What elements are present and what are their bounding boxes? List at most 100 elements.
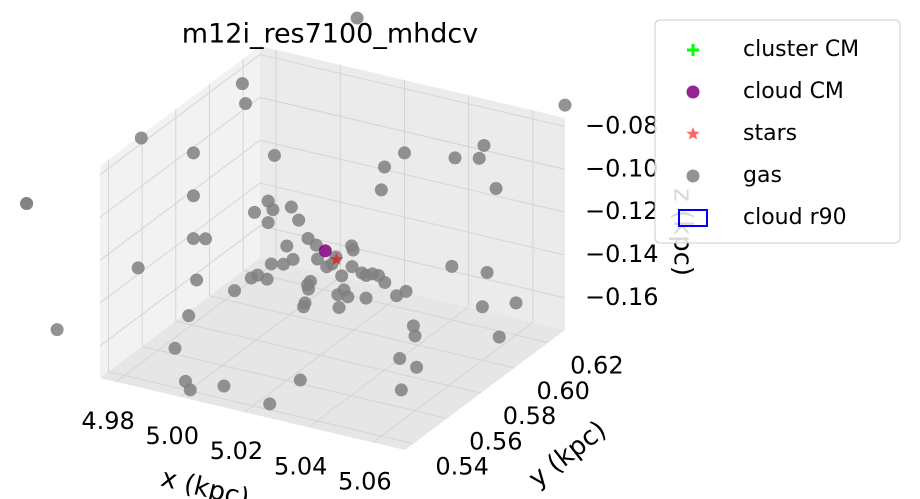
z-tick-label: −0.12 <box>585 197 659 225</box>
point <box>50 323 64 337</box>
grid-line <box>175 320 481 394</box>
point <box>445 259 459 273</box>
point <box>332 301 346 315</box>
y-tick-label: 0.58 <box>503 402 556 430</box>
x-tick-label: 5.06 <box>338 467 391 495</box>
point <box>227 284 241 298</box>
point <box>261 194 275 208</box>
point <box>244 271 258 285</box>
grid-line <box>259 182 566 256</box>
z-tick-label: −0.16 <box>585 283 659 311</box>
point <box>410 360 424 374</box>
point <box>341 290 355 304</box>
point <box>247 205 261 219</box>
legend-marker <box>678 209 708 227</box>
grid-line <box>259 54 566 128</box>
z-tick-label: −0.14 <box>585 240 659 268</box>
chart-title: m12i_res7100_mhdcv <box>182 19 478 50</box>
grid-line <box>259 139 566 213</box>
z-tick-label: −0.08 <box>585 112 659 140</box>
legend-marker <box>687 44 699 56</box>
point <box>408 329 422 343</box>
point <box>186 146 200 160</box>
point <box>20 197 34 211</box>
x-axis-label: x (kpc) <box>158 463 252 499</box>
point <box>186 189 200 203</box>
point <box>276 257 290 271</box>
legend-label: cloud CM <box>743 79 844 104</box>
point <box>329 252 344 266</box>
point <box>374 183 388 197</box>
point <box>280 239 294 253</box>
points <box>20 11 572 411</box>
grid-line <box>99 54 261 175</box>
z-tick-label: −0.10 <box>585 154 659 182</box>
point <box>355 266 369 280</box>
point <box>217 379 231 393</box>
point <box>390 289 404 303</box>
point <box>480 265 494 279</box>
grid-line <box>99 96 261 218</box>
point <box>190 273 204 287</box>
point <box>186 232 200 246</box>
x-tick-label: 5.04 <box>274 452 327 480</box>
x-tick-label: 5.02 <box>210 437 263 465</box>
point <box>284 200 298 214</box>
legend-label: cluster CM <box>743 37 859 62</box>
point <box>301 282 315 296</box>
point <box>318 244 332 258</box>
grid-line <box>99 139 261 261</box>
grid-line <box>372 322 534 443</box>
legend-marker <box>686 169 700 183</box>
grid-line <box>108 371 414 445</box>
point <box>350 11 364 25</box>
legend-marker <box>686 85 700 99</box>
panes <box>100 46 565 450</box>
point <box>378 275 392 289</box>
point <box>261 216 275 230</box>
grid-line <box>99 225 261 347</box>
point <box>320 260 334 274</box>
point <box>292 213 306 227</box>
point <box>331 288 345 302</box>
point <box>134 131 148 145</box>
point <box>475 300 489 314</box>
point <box>359 291 373 305</box>
labels: 4.98 5.00 5.02 5.04 5.06 0.540.560.580.600.62… <box>81 112 658 496</box>
legend-marker <box>686 127 700 140</box>
point <box>199 232 213 246</box>
y-tick-label: 0.54 <box>435 453 488 481</box>
grid-line <box>244 291 405 413</box>
point <box>235 77 249 91</box>
point <box>558 98 572 112</box>
x-pane <box>100 46 260 378</box>
point <box>293 373 307 387</box>
point <box>335 269 349 283</box>
point <box>311 252 325 266</box>
point <box>168 341 182 355</box>
point <box>397 146 411 160</box>
x-tick-label: 5.00 <box>146 422 199 450</box>
point <box>263 397 277 411</box>
point <box>267 148 281 162</box>
point <box>264 257 278 271</box>
y-tick-label: 0.60 <box>536 377 589 405</box>
legend-frame <box>654 19 901 244</box>
point <box>298 296 312 310</box>
grid-line <box>308 306 469 428</box>
legend: cluster CM cloud CM stars gas cloud r90 <box>654 19 901 244</box>
point <box>489 182 503 196</box>
legend-label: stars <box>743 121 797 146</box>
grid-line <box>259 96 566 170</box>
point <box>509 296 523 310</box>
grid-line <box>99 182 261 304</box>
z-pane <box>100 258 565 450</box>
point <box>345 260 359 274</box>
point <box>345 239 359 253</box>
y-tick-label: 0.62 <box>570 352 623 380</box>
point <box>377 160 391 174</box>
grid-line <box>209 295 515 369</box>
point <box>183 383 197 397</box>
